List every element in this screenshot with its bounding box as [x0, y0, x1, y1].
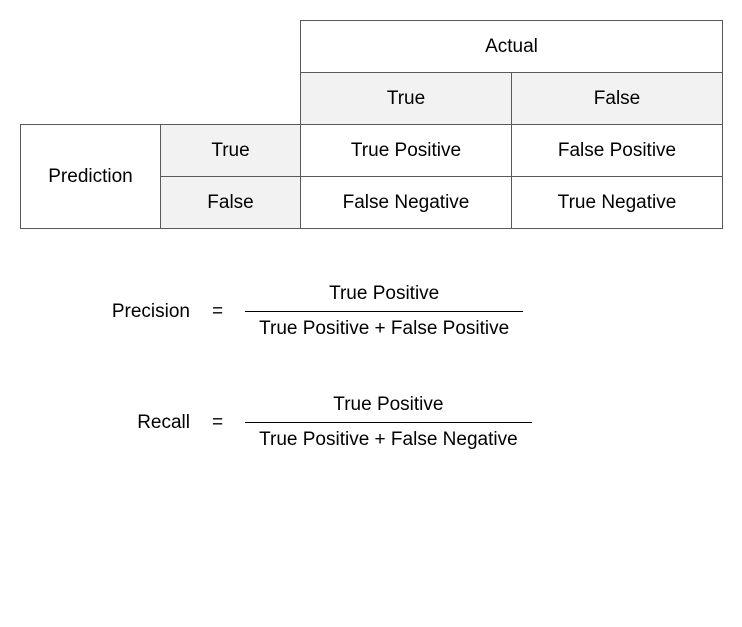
- precision-label: Precision: [80, 301, 190, 323]
- blank-cell: [161, 21, 301, 73]
- cell-tn: True Negative: [512, 177, 723, 229]
- precision-denominator: True Positive + False Positive: [245, 311, 523, 344]
- pred-true-header: True: [161, 125, 301, 177]
- cell-fp: False Positive: [512, 125, 723, 177]
- equals-sign: =: [212, 301, 223, 323]
- cell-tp: True Positive: [301, 125, 512, 177]
- formulas-section: Precision = True Positive True Positive …: [20, 279, 722, 455]
- precision-fraction: True Positive True Positive + False Posi…: [245, 279, 523, 344]
- recall-label: Recall: [80, 412, 190, 434]
- precision-numerator: True Positive: [315, 279, 453, 311]
- precision-formula: Precision = True Positive True Positive …: [80, 279, 722, 344]
- recall-numerator: True Positive: [319, 390, 457, 422]
- prediction-header: Prediction: [21, 125, 161, 229]
- actual-false-header: False: [512, 73, 723, 125]
- recall-formula: Recall = True Positive True Positive + F…: [80, 390, 722, 455]
- recall-fraction: True Positive True Positive + False Nega…: [245, 390, 532, 455]
- blank-cell: [21, 21, 161, 73]
- blank-cell: [161, 73, 301, 125]
- pred-false-header: False: [161, 177, 301, 229]
- cell-fn: False Negative: [301, 177, 512, 229]
- equals-sign: =: [212, 412, 223, 434]
- confusion-matrix-table: Actual True False Prediction True True P…: [20, 20, 723, 229]
- recall-denominator: True Positive + False Negative: [245, 422, 532, 455]
- blank-cell: [21, 73, 161, 125]
- actual-header: Actual: [301, 21, 723, 73]
- actual-true-header: True: [301, 73, 512, 125]
